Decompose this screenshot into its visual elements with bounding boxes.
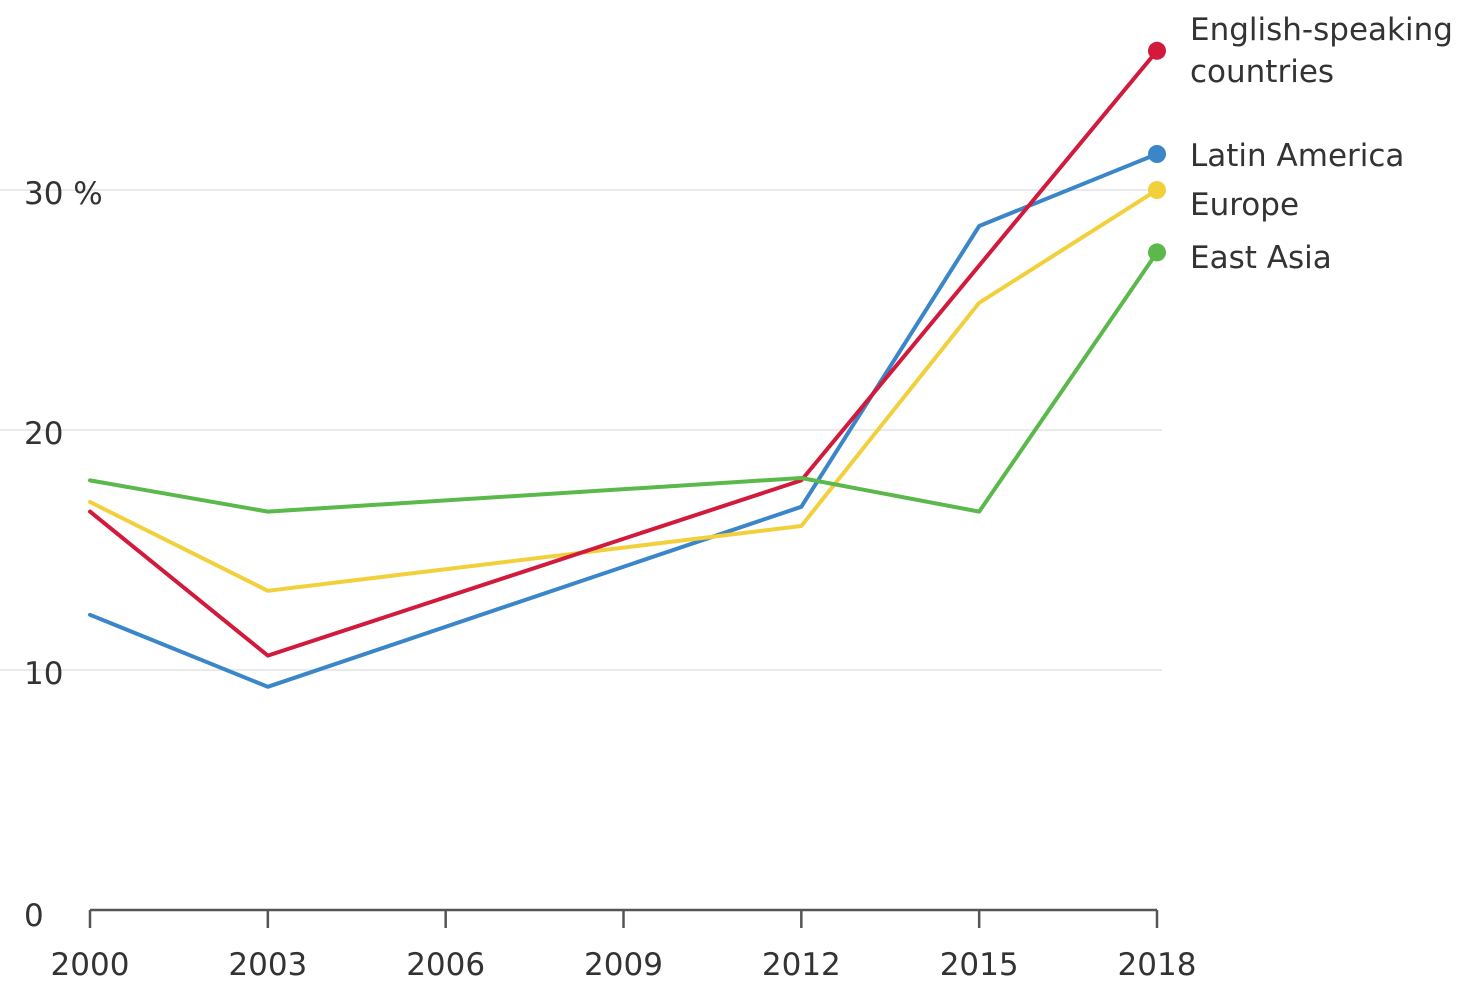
series-label-europe: Europe: [1190, 187, 1299, 223]
series-label-english-speaking-countries: countries: [1190, 54, 1334, 90]
series-label-english-speaking-countries: English-speaking: [1190, 12, 1453, 48]
series-line-east-asia: [88, 250, 1159, 514]
end-marker-europe: [1148, 181, 1166, 199]
gridlines: [0, 189, 1162, 671]
series-label-latin-america: Latin America: [1190, 138, 1404, 174]
x-tick-label: 2012: [762, 947, 841, 983]
y-axis-labels: 0 10 20 30 %: [24, 176, 103, 934]
y-tick-label: 20: [24, 416, 63, 452]
y-tick-label: 0: [24, 898, 44, 934]
x-tick-label: 2000: [51, 947, 130, 983]
x-tick-label: 2018: [1118, 947, 1197, 983]
series-label-east-asia: East Asia: [1190, 240, 1332, 276]
end-marker-latin-america: [1148, 145, 1166, 163]
x-tick-label: 2006: [406, 947, 485, 983]
y-tick-label: 30 %: [24, 176, 103, 212]
y-tick-label: 10: [24, 656, 63, 692]
series-line-english-speaking-countries: [88, 48, 1159, 658]
series-line-europe: [88, 188, 1159, 593]
end-marker-east-asia: [1148, 243, 1166, 262]
end-marker-english-speaking-countries: [1148, 41, 1166, 60]
x-axis: 2000 2003 2006 2009 2012 2015 2018: [51, 908, 1197, 983]
series-line-latin-america: [88, 152, 1159, 689]
x-tick-label: 2015: [940, 947, 1019, 983]
series-labels: English-speaking countries Latin America Eu…: [1190, 12, 1453, 276]
series-lines: [88, 41, 1166, 689]
x-tick-label: 2009: [584, 947, 663, 983]
x-tick-label: 2003: [228, 947, 307, 983]
